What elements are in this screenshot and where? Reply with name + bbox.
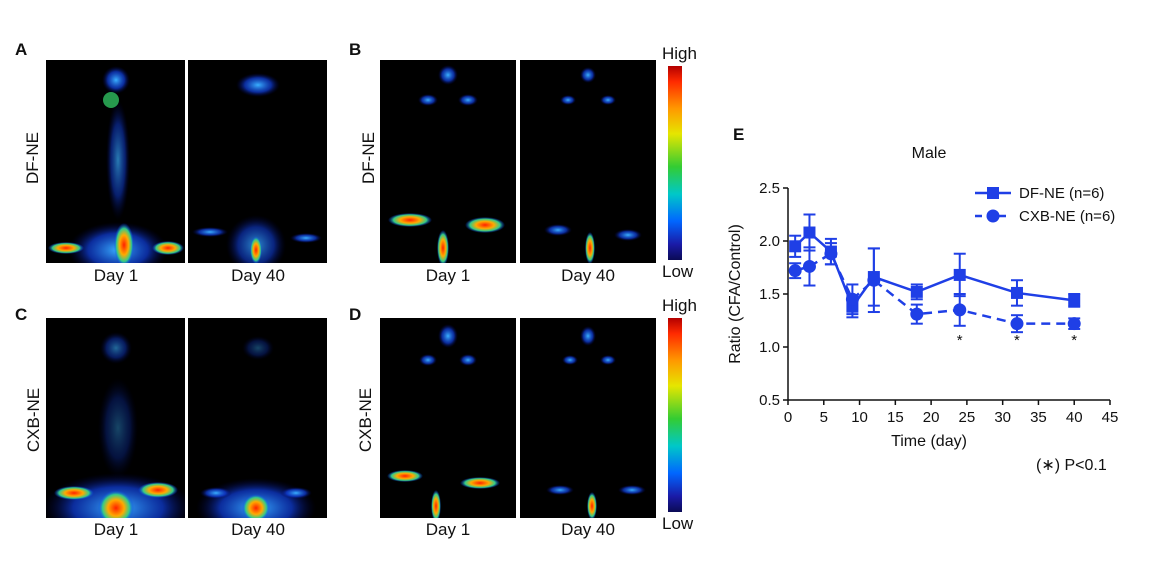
panel-d-day1-scan xyxy=(387,324,500,518)
panel-b-day40-label: Day 40 xyxy=(561,266,615,285)
y-tick-label: 1.5 xyxy=(759,286,780,303)
data-point-circle xyxy=(845,292,859,306)
data-point-square xyxy=(1010,286,1023,299)
data-point-circle xyxy=(1010,317,1024,331)
legend-marker xyxy=(987,187,999,199)
panel-b-day1-label: Day 1 xyxy=(425,266,471,285)
panel-d-row-label: CXB-NE xyxy=(356,387,375,453)
colorbar-bottom xyxy=(668,318,682,512)
legend-label-1: CXB-NE (n=6) xyxy=(1019,208,1115,225)
colorbar-top-low-label: Low xyxy=(662,262,694,281)
panel-a-letter: A xyxy=(15,40,28,59)
data-point-circle xyxy=(802,259,816,273)
legend-label-0: DF-NE (n=6) xyxy=(1019,185,1104,202)
panel-b-day1-scan xyxy=(388,65,505,263)
panel-e-line-chart: Male 0.5 1.0 1.5 2.0 2.5 0 5 10 15 20 25 30 35 40 45 Tim… xyxy=(727,145,1119,450)
data-point-circle xyxy=(910,307,924,321)
panel-b-day40-image xyxy=(520,60,656,263)
panel-e-letter: E xyxy=(733,125,745,144)
data-point-circle xyxy=(1067,317,1081,331)
x-axis-label: Time (day) xyxy=(891,433,967,450)
y-tick-label: 1.0 xyxy=(759,339,780,356)
x-tick-label: 30 xyxy=(994,409,1011,426)
panel-d-letter: D xyxy=(349,305,362,324)
panel-a-day40-label: Day 40 xyxy=(231,266,285,285)
data-point-square xyxy=(953,268,966,281)
panel-c-day1-image xyxy=(46,318,185,518)
panel-c-day40-scan xyxy=(196,336,316,518)
panel-c-day40-image xyxy=(188,318,327,518)
series-line-0 xyxy=(794,230,1075,310)
x-tick-label: 15 xyxy=(887,409,904,426)
x-tick-label: 40 xyxy=(1066,409,1083,426)
panel-b-day1-image xyxy=(380,60,516,263)
panel-d-day1-image xyxy=(380,318,516,518)
data-point-square xyxy=(789,240,802,253)
data-point-circle xyxy=(824,247,838,261)
panel-c-row-label: CXB-NE xyxy=(24,387,43,453)
data-point-square xyxy=(803,226,816,239)
significance-note: (∗) P<0.1 xyxy=(1036,457,1107,474)
panel-c-day1-label: Day 1 xyxy=(93,520,139,539)
panel-d-day40-scan xyxy=(546,326,646,518)
panel-c-day40-label: Day 40 xyxy=(231,520,285,539)
panel-b-day40-scan xyxy=(544,67,642,263)
panel-c-day1-scan xyxy=(46,332,185,518)
panel-a-day40-image xyxy=(188,60,327,263)
panel-d-day40-image xyxy=(520,318,656,518)
panel-d-day40-label: Day 40 xyxy=(561,520,615,539)
panel-a-row-label: DF-NE xyxy=(23,132,42,184)
data-point-circle xyxy=(788,264,802,278)
y-tick-label: 2.0 xyxy=(759,233,780,250)
x-tick-label: 0 xyxy=(784,409,792,426)
x-tick-label: 25 xyxy=(959,409,976,426)
x-tick-label: 20 xyxy=(923,409,940,426)
data-point-square xyxy=(910,285,923,298)
legend-marker xyxy=(986,209,1000,223)
significance-asterisk: * xyxy=(1014,332,1020,349)
series-line-1 xyxy=(794,251,1075,325)
panel-a-day1-image xyxy=(46,60,185,263)
y-tick-label: 2.5 xyxy=(759,180,780,197)
panel-c-letter: C xyxy=(15,305,28,324)
x-tick-label: 5 xyxy=(820,409,828,426)
panel-d-day1-label: Day 1 xyxy=(425,520,471,539)
panel-a-day1-scan xyxy=(48,66,184,263)
colorbar-top-high-label: High xyxy=(662,44,697,63)
x-tick-label: 45 xyxy=(1102,409,1119,426)
colorbar-bottom-low-label: Low xyxy=(662,514,694,533)
significance-asterisk: * xyxy=(957,332,963,349)
data-point-circle xyxy=(953,303,967,317)
colorbar-bottom-high-label: High xyxy=(662,296,697,315)
data-point-square xyxy=(1068,294,1081,307)
y-tick-label: 0.5 xyxy=(759,392,780,409)
x-tick-label: 35 xyxy=(1030,409,1047,426)
significance-asterisk: * xyxy=(1071,332,1077,349)
colorbar-top xyxy=(668,66,682,260)
panel-a-day40-scan xyxy=(192,73,322,263)
x-tick-label: 10 xyxy=(851,409,868,426)
y-axis-label: Ratio (CFA/Control) xyxy=(727,224,744,364)
chart-title: Male xyxy=(912,145,947,162)
data-point-circle xyxy=(867,273,881,287)
panel-b-letter: B xyxy=(349,40,362,59)
panel-a-day1-label: Day 1 xyxy=(93,266,139,285)
panel-b-row-label: DF-NE xyxy=(359,132,378,184)
